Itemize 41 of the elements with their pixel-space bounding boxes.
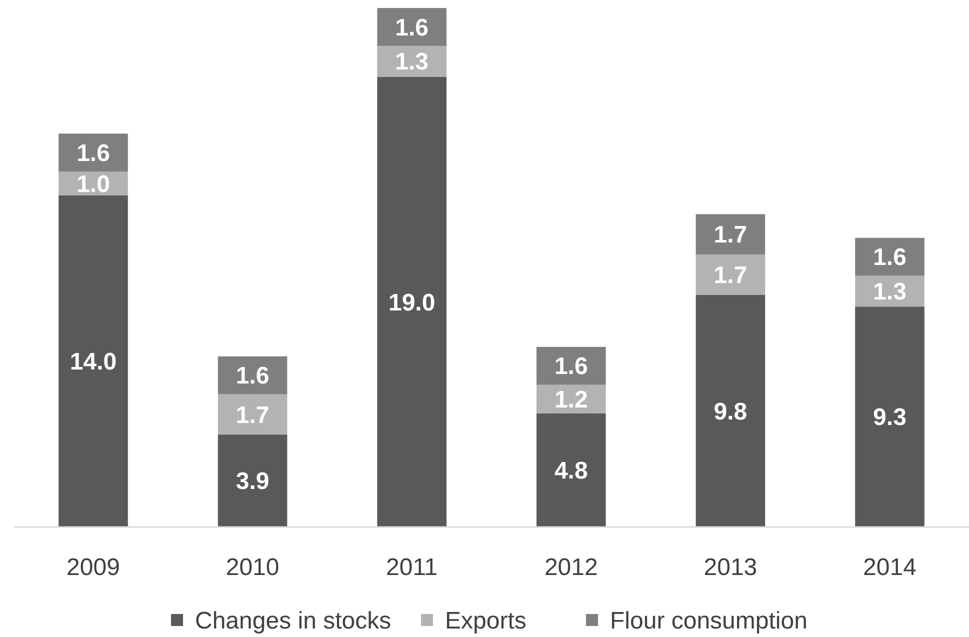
legend-label: Flour consumption <box>610 607 808 634</box>
x-tick-label: 2009 <box>66 554 120 581</box>
bar <box>536 346 606 385</box>
data-label: 1.0 <box>76 170 110 198</box>
bar <box>696 254 766 295</box>
data-label: 9.3 <box>873 404 906 432</box>
data-label: 1.3 <box>873 278 906 306</box>
x-tick-label: 2014 <box>863 554 916 581</box>
data-label: 1.6 <box>236 362 270 390</box>
bar <box>218 394 288 435</box>
x-tick-label: 2010 <box>226 554 280 581</box>
data-label: 3.9 <box>236 468 270 496</box>
x-tick-label: 2011 <box>386 554 438 581</box>
data-label: 1.7 <box>714 262 748 290</box>
bar <box>377 76 446 527</box>
data-label: 4.8 <box>554 458 588 485</box>
data-label: 1.6 <box>395 14 429 42</box>
data-label: 1.6 <box>76 140 110 167</box>
data-label: 19.0 <box>388 289 436 316</box>
bar <box>377 8 446 46</box>
bar <box>58 134 128 172</box>
data-label: 14.0 <box>70 348 117 376</box>
bar <box>696 294 766 527</box>
bar <box>218 356 288 394</box>
bar <box>58 195 128 527</box>
x-tick-label: 2013 <box>704 554 758 581</box>
bar <box>536 413 606 527</box>
legend-label: Exports <box>445 607 526 634</box>
data-label: 1.7 <box>714 222 748 249</box>
data-label: 1.2 <box>554 386 588 414</box>
bar <box>855 306 924 527</box>
data-label: 9.8 <box>714 398 748 426</box>
data-label: 1.6 <box>554 353 588 380</box>
legend-label: Changes in stocks <box>195 607 392 634</box>
bar <box>855 238 924 276</box>
data-label: 1.7 <box>236 402 270 429</box>
data-label: 1.3 <box>395 48 429 76</box>
data-label: 1.6 <box>873 244 906 272</box>
bar <box>696 214 766 254</box>
bar <box>218 434 288 527</box>
x-tick-label: 2012 <box>544 554 598 581</box>
